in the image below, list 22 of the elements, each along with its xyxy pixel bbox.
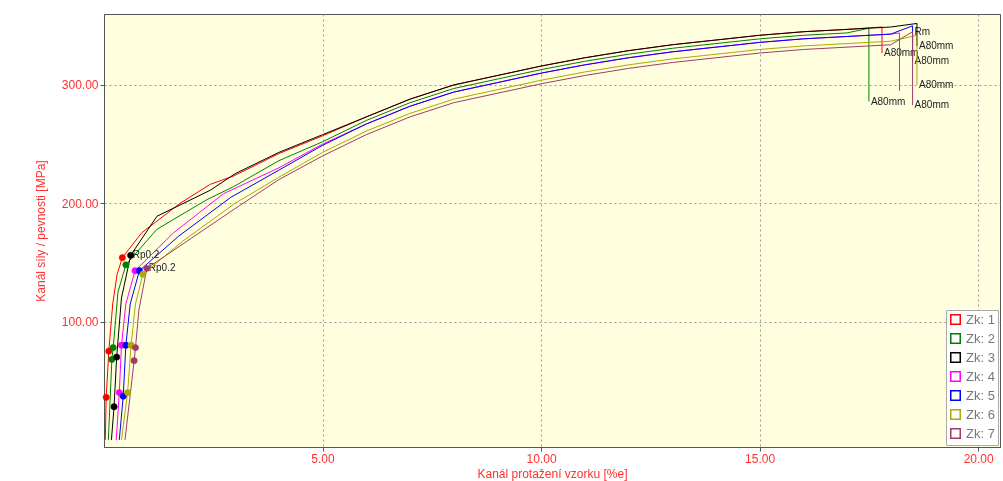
annotation: A80mm — [870, 95, 906, 107]
y-tick-label: 300.00 — [61, 78, 99, 93]
x-tick-label: 10.00 — [526, 451, 557, 466]
y-axis-title: Kanál síly / pevnosti [MPa] — [33, 160, 48, 302]
x-tick-label: 5.00 — [311, 451, 336, 466]
legend-label: Zk: 4 — [966, 368, 995, 384]
legend-label: Zk: 5 — [966, 387, 995, 403]
annotation: A80mm — [914, 55, 950, 67]
annotation: A80mm — [914, 99, 950, 111]
x-axis-title: Kanál protažení vzorku [%e] — [477, 466, 628, 481]
x-tick-label: 15.00 — [745, 451, 776, 466]
annotation: A80mm — [918, 39, 954, 51]
legend-label: Zk: 2 — [966, 330, 995, 346]
annotation: Rp0.2 — [148, 262, 176, 274]
y-tick-label: 200.00 — [61, 196, 99, 211]
legend-label: Zk: 6 — [966, 406, 995, 422]
legend-label: Zk: 3 — [966, 349, 995, 365]
legend-label: Zk: 7 — [966, 425, 995, 441]
legend-label: Zk: 1 — [966, 311, 995, 327]
x-tick-label: 20.00 — [963, 451, 994, 466]
y-tick-label: 100.00 — [61, 315, 99, 330]
annotation: A80mm — [918, 78, 954, 90]
